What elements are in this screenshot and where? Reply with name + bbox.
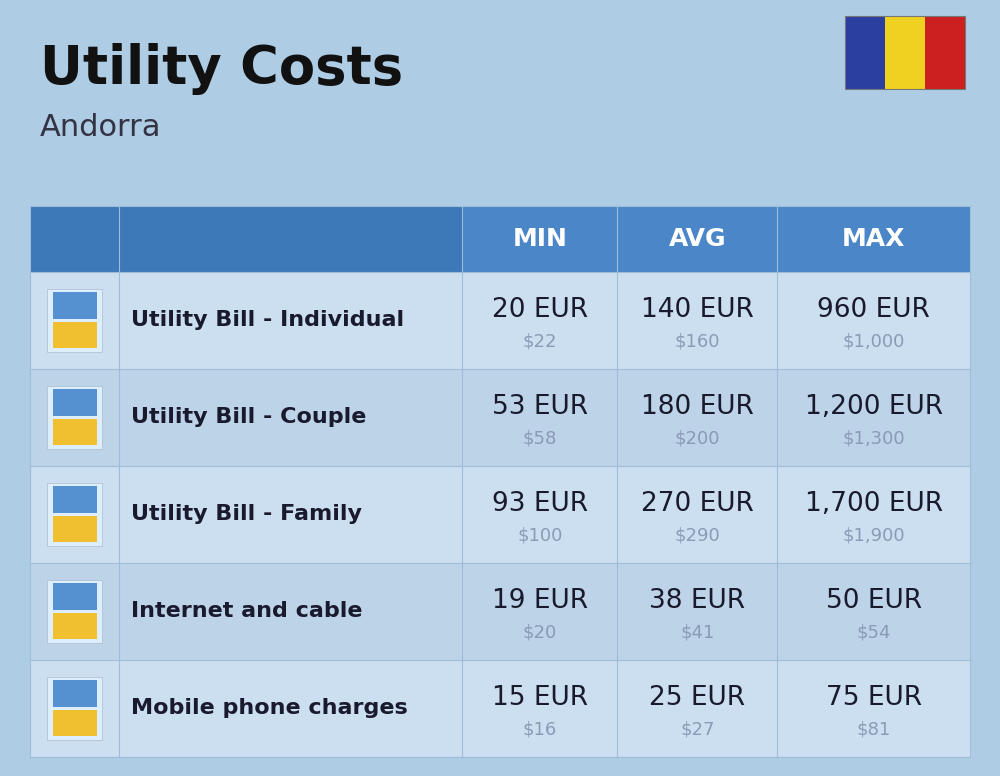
Text: 960 EUR: 960 EUR (817, 297, 930, 324)
Text: 38 EUR: 38 EUR (649, 588, 745, 615)
Bar (47, 580, 102, 643)
Bar (30, 272, 970, 369)
Text: 180 EUR: 180 EUR (641, 394, 754, 421)
Text: Mobile phone charges: Mobile phone charges (131, 698, 408, 718)
Text: Utility Costs: Utility Costs (40, 43, 403, 95)
Bar (30, 206, 119, 272)
Bar (53, 584, 97, 610)
Text: 50 EUR: 50 EUR (826, 588, 922, 615)
Text: 20 EUR: 20 EUR (492, 297, 588, 324)
Bar (119, 206, 462, 272)
Text: 1,200 EUR: 1,200 EUR (805, 394, 943, 421)
Bar (885, 16, 925, 89)
Text: $1,300: $1,300 (842, 429, 905, 448)
Bar (30, 206, 970, 272)
Bar (30, 660, 970, 757)
Text: Andorra: Andorra (40, 113, 162, 141)
Bar (53, 516, 97, 542)
Bar (845, 16, 965, 89)
Text: 53 EUR: 53 EUR (492, 394, 588, 421)
Bar (53, 419, 97, 445)
Text: $290: $290 (675, 526, 720, 545)
Bar (30, 466, 970, 563)
Bar (47, 677, 102, 740)
Bar (53, 710, 97, 736)
Text: 1,700 EUR: 1,700 EUR (805, 491, 943, 518)
Text: AVG: AVG (669, 227, 726, 251)
Text: Utility Bill - Individual: Utility Bill - Individual (131, 310, 404, 330)
Text: $1,000: $1,000 (842, 332, 905, 351)
Text: $16: $16 (523, 720, 557, 739)
Bar (47, 386, 102, 449)
Bar (30, 563, 970, 660)
Text: 19 EUR: 19 EUR (492, 588, 588, 615)
Text: $54: $54 (856, 623, 891, 642)
Text: 25 EUR: 25 EUR (649, 685, 745, 712)
Text: $200: $200 (675, 429, 720, 448)
Text: $22: $22 (523, 332, 557, 351)
Text: MAX: MAX (842, 227, 905, 251)
Text: 270 EUR: 270 EUR (641, 491, 754, 518)
Bar (47, 289, 102, 352)
Bar (845, 16, 885, 89)
Text: MIN: MIN (513, 227, 567, 251)
Text: $20: $20 (523, 623, 557, 642)
Bar (53, 322, 97, 348)
Text: Internet and cable: Internet and cable (131, 601, 363, 621)
Text: $100: $100 (517, 526, 563, 545)
Text: Utility Bill - Couple: Utility Bill - Couple (131, 407, 367, 427)
Bar (53, 613, 97, 639)
Text: $58: $58 (523, 429, 557, 448)
Bar (53, 681, 97, 707)
Text: 75 EUR: 75 EUR (826, 685, 922, 712)
Bar (925, 16, 965, 89)
Bar (53, 293, 97, 319)
Bar (53, 390, 97, 416)
Bar (53, 487, 97, 513)
Text: $27: $27 (680, 720, 715, 739)
Text: Utility Bill - Family: Utility Bill - Family (131, 504, 362, 524)
Text: 93 EUR: 93 EUR (492, 491, 588, 518)
Text: $160: $160 (675, 332, 720, 351)
Text: 140 EUR: 140 EUR (641, 297, 754, 324)
Bar (47, 483, 102, 546)
Text: $81: $81 (857, 720, 891, 739)
Text: $1,900: $1,900 (842, 526, 905, 545)
Text: 15 EUR: 15 EUR (492, 685, 588, 712)
Bar (30, 369, 970, 466)
Text: $41: $41 (680, 623, 715, 642)
